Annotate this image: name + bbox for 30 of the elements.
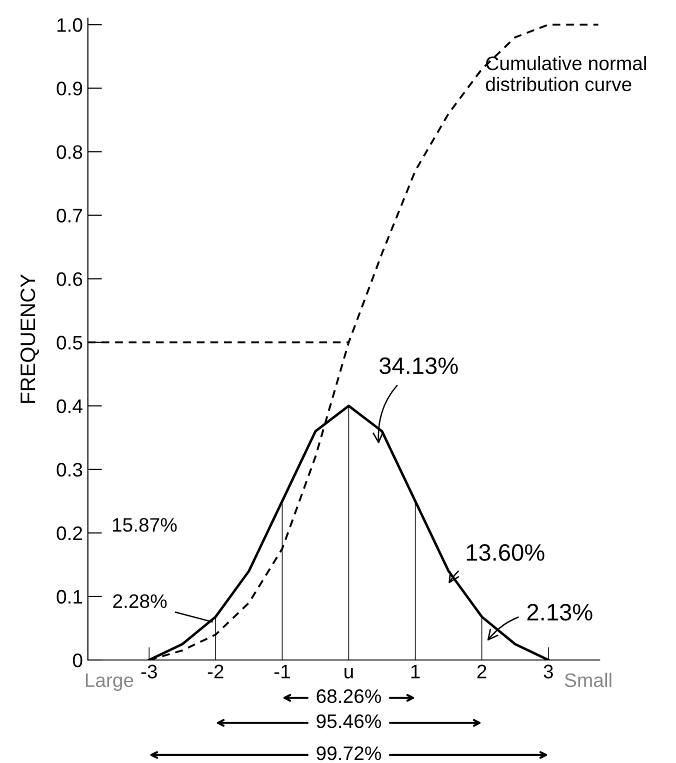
y-tick-label: 1.0 <box>57 18 82 32</box>
text: 68.26% <box>316 689 382 704</box>
text: 99.72% <box>316 746 382 760</box>
y-tick-label: 0 <box>72 653 82 668</box>
y-tick-label: 0.8 <box>56 145 82 159</box>
y-tick-label: 0.1 <box>56 590 82 604</box>
annotation: 2.28% <box>113 594 167 608</box>
x-tick-label: 3 <box>544 664 553 678</box>
text: Large <box>86 674 134 691</box>
y-axis-title: FREQUENCY <box>20 274 39 403</box>
y-tick-label: 0.5 <box>56 336 82 350</box>
annotation: Cumulative normal distribution curve <box>486 56 646 92</box>
y-tick-label: 0.4 <box>56 399 82 414</box>
y-tick-label: 0.7 <box>56 208 82 222</box>
y-tick-label: 0.3 <box>56 462 82 477</box>
y-tick-label: 0.6 <box>56 272 82 286</box>
x-tick-label: -2 <box>208 664 224 678</box>
x-tick-label: 2 <box>477 664 486 678</box>
annotation: 15.87% <box>112 518 177 532</box>
text: 95.46% <box>316 714 382 728</box>
annotation: 34.13% <box>379 357 458 374</box>
x-tick-label: -1 <box>274 664 290 678</box>
text: Small <box>564 672 612 688</box>
annotation: 2.13% <box>527 604 592 621</box>
y-tick-label: 0.9 <box>56 82 82 96</box>
y-tick-label: 0.2 <box>56 526 82 540</box>
x-tick-label: u <box>344 668 353 678</box>
x-tick-label: 1 <box>411 664 420 678</box>
x-tick-label: -3 <box>141 664 157 678</box>
annotation: 13.60% <box>466 544 544 561</box>
